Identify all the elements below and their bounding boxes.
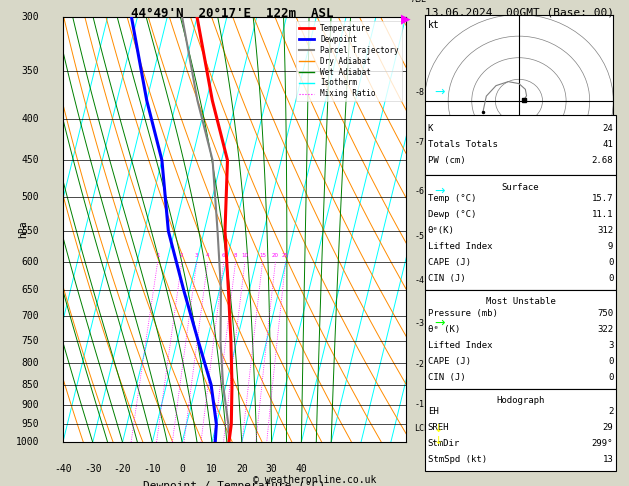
Text: 0: 0 <box>608 373 613 382</box>
Text: 29: 29 <box>603 423 613 433</box>
Text: 15.7: 15.7 <box>592 194 613 203</box>
Text: 44°49'N  20°17'E  122m  ASL: 44°49'N 20°17'E 122m ASL <box>131 7 334 20</box>
Text: -5: -5 <box>415 232 425 242</box>
Text: 2.68: 2.68 <box>592 156 613 165</box>
Text: 11.1: 11.1 <box>592 210 613 219</box>
Text: SREH: SREH <box>428 423 449 433</box>
Text: hPa: hPa <box>18 221 28 239</box>
Text: -1: -1 <box>415 400 425 409</box>
Text: CIN (J): CIN (J) <box>428 274 465 283</box>
Text: -4: -4 <box>415 276 425 285</box>
Text: -3: -3 <box>415 319 425 328</box>
Text: 900: 900 <box>21 400 39 410</box>
Text: Most Unstable: Most Unstable <box>486 297 555 307</box>
Text: 2: 2 <box>608 407 613 417</box>
Text: 10: 10 <box>242 253 248 258</box>
Text: km
ASL: km ASL <box>412 0 427 4</box>
Text: -30: -30 <box>84 464 101 473</box>
Text: 30: 30 <box>265 464 277 473</box>
Text: 13.06.2024  00GMT (Base: 00): 13.06.2024 00GMT (Base: 00) <box>425 7 613 17</box>
Text: 24: 24 <box>603 124 613 133</box>
Text: 20: 20 <box>272 253 279 258</box>
Text: 750: 750 <box>21 336 39 346</box>
Text: →: → <box>434 86 445 99</box>
Text: Mixing Ratio (g/kg): Mixing Ratio (g/kg) <box>446 182 455 277</box>
Text: 13: 13 <box>603 455 613 465</box>
Text: 299°: 299° <box>592 439 613 449</box>
Text: 650: 650 <box>21 285 39 295</box>
Text: 300: 300 <box>21 12 39 22</box>
Text: 450: 450 <box>21 155 39 165</box>
Text: Lifted Index: Lifted Index <box>428 242 493 251</box>
Text: 4: 4 <box>206 253 209 258</box>
Text: 3: 3 <box>608 341 613 350</box>
Text: 6: 6 <box>222 253 226 258</box>
Text: 1: 1 <box>156 253 159 258</box>
Legend: Temperature, Dewpoint, Parcel Trajectory, Dry Adiabat, Wet Adiabat, Isotherm, Mi: Temperature, Dewpoint, Parcel Trajectory… <box>296 21 402 102</box>
Text: 322: 322 <box>597 325 613 334</box>
Text: 10: 10 <box>206 464 218 473</box>
Text: CAPE (J): CAPE (J) <box>428 258 470 267</box>
Text: -10: -10 <box>143 464 161 473</box>
Text: 750: 750 <box>597 309 613 318</box>
Text: 600: 600 <box>21 257 39 267</box>
Text: Dewpoint / Temperature (°C): Dewpoint / Temperature (°C) <box>143 481 325 486</box>
Text: 0: 0 <box>608 258 613 267</box>
Text: 41: 41 <box>603 140 613 149</box>
Text: K: K <box>428 124 433 133</box>
Text: © weatheronline.co.uk: © weatheronline.co.uk <box>253 474 376 485</box>
Text: -7: -7 <box>415 138 425 147</box>
Text: 950: 950 <box>21 419 39 429</box>
Text: CAPE (J): CAPE (J) <box>428 357 470 366</box>
Text: 1000: 1000 <box>15 437 39 447</box>
Text: 700: 700 <box>21 311 39 321</box>
Text: θᵉ (K): θᵉ (K) <box>428 325 460 334</box>
Text: PW (cm): PW (cm) <box>428 156 465 165</box>
Text: -40: -40 <box>54 464 72 473</box>
Text: 850: 850 <box>21 380 39 390</box>
Text: StmDir: StmDir <box>428 439 460 449</box>
Text: 312: 312 <box>597 226 613 235</box>
Text: StmSpd (kt): StmSpd (kt) <box>428 455 487 465</box>
Text: 40: 40 <box>296 464 307 473</box>
Text: Totals Totals: Totals Totals <box>428 140 498 149</box>
Text: kt: kt <box>428 20 440 30</box>
Text: Dewp (°C): Dewp (°C) <box>428 210 476 219</box>
Text: ↓: ↓ <box>434 424 443 434</box>
Text: θᵉ(K): θᵉ(K) <box>428 226 455 235</box>
Text: 20: 20 <box>236 464 248 473</box>
Text: 800: 800 <box>21 359 39 368</box>
Text: -8: -8 <box>415 87 425 97</box>
Text: Lifted Index: Lifted Index <box>428 341 493 350</box>
Text: 9: 9 <box>608 242 613 251</box>
Text: Temp (°C): Temp (°C) <box>428 194 476 203</box>
Text: 400: 400 <box>21 114 39 123</box>
Text: 350: 350 <box>21 67 39 76</box>
Text: 8: 8 <box>234 253 237 258</box>
Text: ↓: ↓ <box>434 436 443 446</box>
Text: 2: 2 <box>180 253 184 258</box>
Text: 0: 0 <box>608 274 613 283</box>
Text: 15: 15 <box>259 253 266 258</box>
Text: Hodograph: Hodograph <box>496 396 545 405</box>
Text: Surface: Surface <box>502 183 539 192</box>
Text: 25: 25 <box>282 253 289 258</box>
Text: 3: 3 <box>195 253 199 258</box>
Text: 0: 0 <box>179 464 185 473</box>
Text: 500: 500 <box>21 192 39 203</box>
Text: ▶: ▶ <box>401 12 411 25</box>
Text: -6: -6 <box>415 187 425 195</box>
Text: EH: EH <box>428 407 438 417</box>
Text: -20: -20 <box>114 464 131 473</box>
Text: Pressure (mb): Pressure (mb) <box>428 309 498 318</box>
Text: 550: 550 <box>21 226 39 236</box>
Text: →: → <box>434 317 445 330</box>
Text: →: → <box>434 185 445 197</box>
Text: 0: 0 <box>608 357 613 366</box>
Text: CIN (J): CIN (J) <box>428 373 465 382</box>
Text: -2: -2 <box>415 360 425 369</box>
Text: LCL: LCL <box>415 424 429 433</box>
